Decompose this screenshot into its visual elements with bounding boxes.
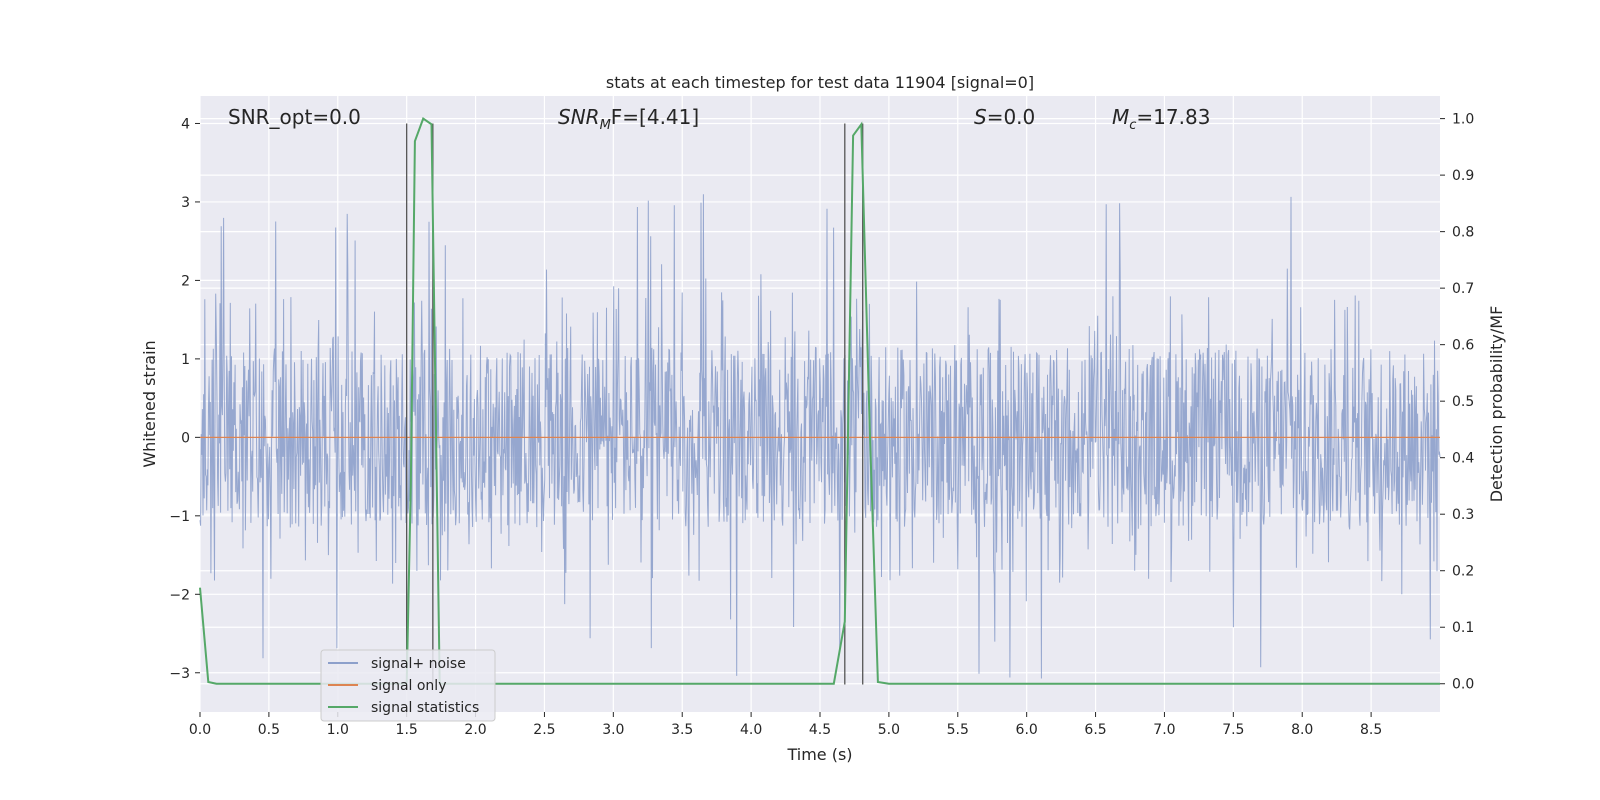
y-tick-label: −3: [169, 666, 190, 682]
y-right-tick-label: 0.7: [1452, 281, 1474, 297]
x-tick-label: 4.5: [809, 722, 831, 738]
y-tick-label: 2: [181, 273, 190, 289]
legend-box: [320, 649, 496, 722]
y-tick-label: 4: [181, 116, 190, 132]
x-tick-label: 7.5: [1222, 722, 1244, 738]
x-tick-label: 7.0: [1153, 722, 1175, 738]
x-axis-label: Time (s): [786, 745, 852, 764]
y-right-tick-label: 0.1: [1452, 620, 1474, 636]
x-tick-label: 6.0: [1016, 722, 1038, 738]
x-tick-label: 4.0: [740, 722, 762, 738]
legend-label-noise: signal+ noise: [371, 656, 466, 672]
y-axis-label: Whitened strain: [140, 340, 159, 467]
y-right-tick-label: 0.2: [1452, 564, 1474, 580]
annotation-s-symbol: S: [974, 105, 987, 129]
y-right-tick-label: 0.6: [1452, 338, 1474, 354]
annotation-chirp-mass: Mc=17.83: [1112, 105, 1210, 133]
x-tick-label: 5.5: [947, 722, 969, 738]
legend: signal+ noise signal only signal statist…: [320, 649, 496, 722]
y-right-tick-label: 0.0: [1452, 677, 1474, 693]
y-tick-label: 1: [181, 352, 190, 368]
x-tick-label: 0.0: [189, 722, 211, 738]
y-right-axis-label: Detection probability/MF: [1487, 306, 1506, 503]
x-tick-label: 2.5: [533, 722, 555, 738]
y-right-tick-label: 0.4: [1452, 451, 1474, 467]
x-tick-label: 8.5: [1360, 722, 1382, 738]
annotation-snr-mf-value: F=[4.41]: [611, 105, 699, 129]
x-tick-label: 3.5: [671, 722, 693, 738]
legend-label-stats: signal statistics: [371, 700, 479, 716]
x-tick-label: 6.5: [1084, 722, 1106, 738]
annotation-mc-value: =17.83: [1136, 105, 1210, 129]
chart-title: stats at each timestep for test data 119…: [606, 73, 1034, 92]
y-right-tick-label: 0.5: [1452, 394, 1474, 410]
x-tick-label: 1.5: [396, 722, 418, 738]
y-right-tick-label: 0.9: [1452, 168, 1474, 184]
y-right-axis-ticks: 1.0 0.9 0.8 0.7 0.6 0.5 0.4 0.3 0.2 0.1 0.0: [1440, 112, 1474, 693]
y-right-tick-label: 0.3: [1452, 507, 1474, 523]
x-tick-label: 8.0: [1291, 722, 1313, 738]
y-tick-label: 3: [181, 195, 190, 211]
y-right-tick-label: 1.0: [1452, 112, 1474, 128]
x-tick-label: 0.5: [258, 722, 280, 738]
annotation-snr-opt: SNR_opt=0.0: [228, 105, 361, 129]
y-tick-label: −1: [169, 509, 190, 525]
x-tick-label: 5.0: [878, 722, 900, 738]
x-axis-ticks: 0.0 0.5 1.0 1.5 2.0 2.5 3.0 3.5 4.0 4.5 5.0 5.5 6.0 6…: [189, 712, 1382, 738]
x-tick-label: 2.0: [464, 722, 486, 738]
annotation-mc-subscript: c: [1129, 118, 1136, 133]
x-tick-label: 3.0: [602, 722, 624, 738]
annotation-snr-mf-subscript: M: [600, 118, 611, 133]
y-tick-label: 0: [181, 430, 190, 446]
legend-label-signal: signal only: [371, 678, 446, 694]
annotation-mc-symbol: M: [1112, 105, 1129, 129]
annotation-s: S=0.0: [974, 105, 1035, 129]
y-right-tick-label: 0.8: [1452, 225, 1474, 241]
annotation-snr-mf-symbol: SNR: [558, 105, 600, 129]
x-tick-label: 1.0: [327, 722, 349, 738]
y-tick-label: −2: [169, 587, 190, 603]
annotation-s-value: =0.0: [987, 105, 1036, 129]
annotation-snr-mf: SNRMF=[4.41]: [558, 105, 699, 133]
y-axis-ticks: 4 3 2 1 0 −1 −2 −3: [169, 116, 200, 682]
